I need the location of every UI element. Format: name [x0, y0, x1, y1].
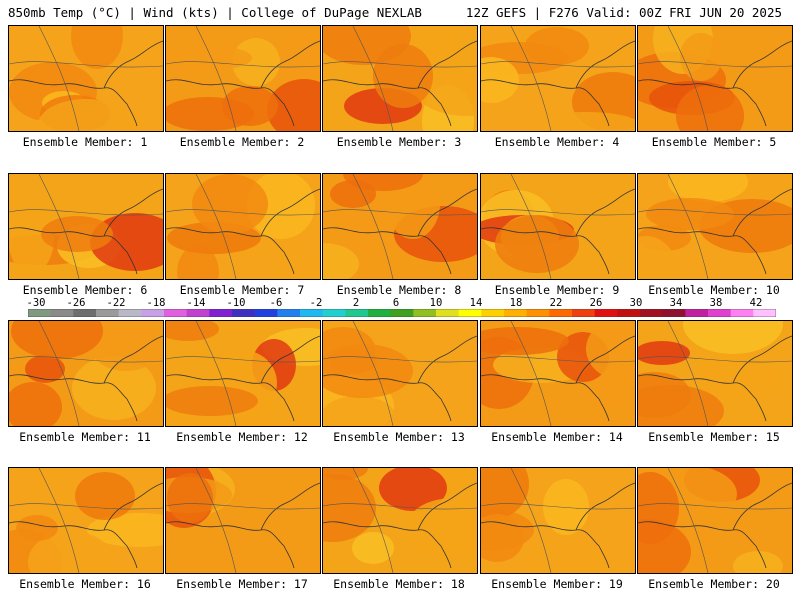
- member-map-panel: [165, 320, 321, 427]
- member-label: Ensemble Member: 1: [22, 135, 148, 149]
- colorbar-tick-label: 18: [509, 297, 523, 309]
- member-map-panel: [165, 25, 321, 132]
- member-label: Ensemble Member: 10: [648, 283, 780, 297]
- model-run-info: 12Z GEFS | F276 Valid: 00Z FRI JUN 20 20…: [465, 5, 782, 20]
- member-label: Ensemble Member: 17: [176, 577, 308, 591]
- member-map-panel: [8, 467, 164, 574]
- colorbar-swatch: [481, 309, 505, 317]
- colorbar-tick-label: 30: [629, 297, 643, 309]
- member-label: Ensemble Member: 8: [336, 283, 462, 297]
- colorbar-swatch: [685, 309, 709, 317]
- member-label: Ensemble Member: 15: [648, 430, 780, 444]
- member-label: Ensemble Member: 7: [179, 283, 305, 297]
- colorbar-tick-label: 6: [392, 297, 400, 309]
- member-label: Ensemble Member: 9: [494, 283, 620, 297]
- member-map-panel: [480, 320, 636, 427]
- colorbar-tick-label: -14: [186, 297, 206, 309]
- member-label: Ensemble Member: 2: [179, 135, 305, 149]
- member-map-panel: [637, 320, 793, 427]
- member-label: Ensemble Member: 5: [651, 135, 777, 149]
- colorbar-swatch: [73, 309, 97, 317]
- colorbar-swatch: [254, 309, 278, 317]
- colorbar-swatch: [232, 309, 256, 317]
- colorbar-tick-label: -10: [226, 297, 246, 309]
- temperature-colorbar: [28, 309, 776, 317]
- member-map-panel: [480, 25, 636, 132]
- member-map-panel: [480, 173, 636, 280]
- colorbar-swatch: [186, 309, 210, 317]
- colorbar-tick-label: 14: [469, 297, 483, 309]
- member-map-panel: [165, 173, 321, 280]
- member-label: Ensemble Member: 6: [22, 283, 148, 297]
- member-label: Ensemble Member: 4: [494, 135, 620, 149]
- colorbar-swatch: [617, 309, 641, 317]
- colorbar-swatch: [164, 309, 188, 317]
- member-label: Ensemble Member: 13: [333, 430, 465, 444]
- member-map-panel: [8, 25, 164, 132]
- member-label: Ensemble Member: 20: [648, 577, 780, 591]
- member-map-panel: [322, 320, 478, 427]
- colorbar-swatch: [300, 309, 324, 317]
- colorbar-tick-label: 42: [749, 297, 763, 309]
- colorbar-tick-label: -18: [146, 297, 166, 309]
- colorbar-swatch: [277, 309, 301, 317]
- colorbar-swatch: [390, 309, 414, 317]
- colorbar-swatch: [730, 309, 754, 317]
- colorbar-swatch: [413, 309, 437, 317]
- colorbar-swatch: [572, 309, 596, 317]
- member-map-panel: [8, 320, 164, 427]
- member-map-panel: [637, 173, 793, 280]
- colorbar-swatch: [640, 309, 664, 317]
- colorbar-swatch: [209, 309, 233, 317]
- colorbar-swatch: [368, 309, 392, 317]
- member-map-panel: [322, 25, 478, 132]
- colorbar-tick-label: 34: [669, 297, 683, 309]
- colorbar-swatch: [345, 309, 369, 317]
- colorbar-tick-label: 2: [352, 297, 360, 309]
- colorbar-swatch: [504, 309, 528, 317]
- colorbar-tick-label: -2: [309, 297, 323, 309]
- member-map-panel: [637, 467, 793, 574]
- colorbar-tick-label: -22: [106, 297, 126, 309]
- colorbar-swatch: [118, 309, 142, 317]
- colorbar-tick-label: -30: [26, 297, 46, 309]
- colorbar-swatch: [458, 309, 482, 317]
- colorbar-swatch: [141, 309, 165, 317]
- member-label: Ensemble Member: 14: [491, 430, 623, 444]
- member-map-panel: [480, 467, 636, 574]
- colorbar-tick-label: -26: [66, 297, 86, 309]
- map-title: 850mb Temp (°C) | Wind (kts) | College o…: [8, 5, 422, 20]
- colorbar-swatch: [753, 309, 776, 317]
- member-map-panel: [8, 173, 164, 280]
- member-label: Ensemble Member: 3: [336, 135, 462, 149]
- member-map-panel: [637, 25, 793, 132]
- colorbar-swatch: [662, 309, 686, 317]
- colorbar-swatch: [708, 309, 732, 317]
- member-label: Ensemble Member: 18: [333, 577, 465, 591]
- colorbar-swatch: [526, 309, 550, 317]
- member-map-panel: [322, 467, 478, 574]
- colorbar-tick-label: 38: [709, 297, 723, 309]
- colorbar-swatch: [594, 309, 618, 317]
- colorbar-swatch: [322, 309, 346, 317]
- member-label: Ensemble Member: 12: [176, 430, 308, 444]
- colorbar-tick-label: 22: [549, 297, 563, 309]
- colorbar-swatch: [50, 309, 74, 317]
- colorbar-tick-label: 10: [429, 297, 443, 309]
- colorbar-tick-label: -6: [269, 297, 283, 309]
- colorbar-swatch: [96, 309, 120, 317]
- colorbar-swatch: [549, 309, 573, 317]
- member-label: Ensemble Member: 16: [19, 577, 151, 591]
- member-label: Ensemble Member: 11: [19, 430, 151, 444]
- member-label: Ensemble Member: 19: [491, 577, 623, 591]
- colorbar-swatch: [28, 309, 52, 317]
- colorbar-swatch: [436, 309, 460, 317]
- member-map-panel: [165, 467, 321, 574]
- member-map-panel: [322, 173, 478, 280]
- colorbar-tick-label: 26: [589, 297, 603, 309]
